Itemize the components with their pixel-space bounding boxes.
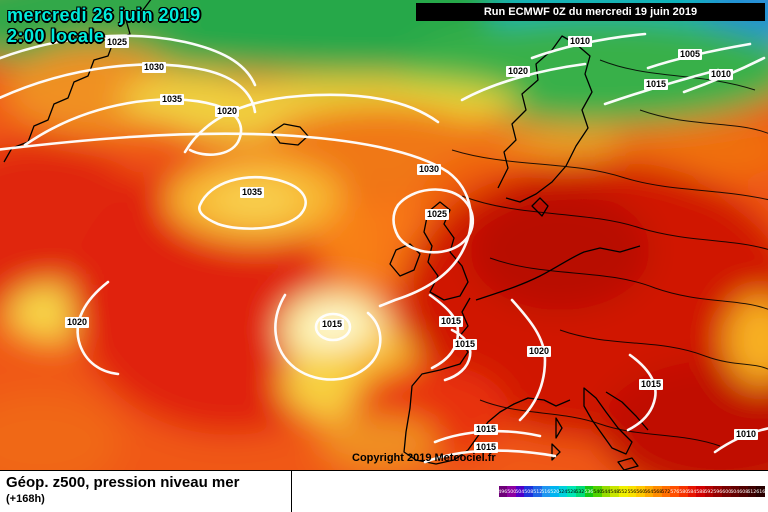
map-date: mercredi 26 juin 2019 [7,5,201,25]
contour-label: 1015 [639,379,664,390]
forecast-hour: (+168h) [6,493,45,505]
bottom-bar: Géop. z500, pression niveau mer (+168h) … [0,470,768,512]
copyright-text: Copyright 2019 Meteociel.fr [352,452,496,464]
contour-label: 1005 [678,49,703,60]
legend-cell: 544 [601,486,611,497]
map-time: 2:00 locale [7,25,105,46]
contour-label: 1015 [439,316,464,327]
contour-label: 1010 [709,69,734,80]
legend-cell: 500 [507,486,516,497]
contour-label: 1025 [425,209,450,220]
contour-label: 1030 [417,164,442,175]
run-info: Run ECMWF 0Z du mercredi 19 juin 2019 [416,3,765,21]
contour-label: 1025 [105,37,130,48]
legend-cell: 504 [515,486,525,497]
contour-label: 1020 [506,66,531,77]
contour-label: 1015 [644,79,669,90]
legend-cell: 572 [661,486,671,497]
legend-cell: 540 [593,486,602,497]
legend-cell: 528 [567,486,576,497]
legend-cell: 592 [704,486,714,497]
legend-cell: 600 [722,486,731,497]
legend-cell: 576 [670,486,680,497]
legend-cell: 568 [653,486,662,497]
legend-cell: 616 [756,486,765,497]
legend-cell: 604 [730,486,740,497]
date-block: mercredi 26 juin 2019 2:00 locale [7,5,201,46]
contour-label: 1015 [320,319,345,330]
legend-cell: 580 [679,486,688,497]
contour-label: 1020 [65,317,90,328]
contour-label: 1015 [474,424,499,435]
contour-label: 1035 [160,94,185,105]
legend-cell: 532 [575,486,585,497]
contour-label: 1015 [453,339,478,350]
parameter-box: Géop. z500, pression niveau mer (+168h) [0,471,292,512]
map-area: 1025 1030 1035 1020 1020 1010 1005 1015 1010 1035… [0,0,768,470]
legend-cell: 564 [644,486,654,497]
contour-label: 1020 [527,346,552,357]
contour-label: 1030 [142,62,167,73]
legend-cell: 588 [696,486,705,497]
legend-cell: 520 [550,486,559,497]
legend-cell: 556 [627,486,637,497]
legend-cell: 552 [618,486,628,497]
contour-label: 1020 [215,106,240,117]
legend-cell: 584 [687,486,697,497]
map-canvas [0,0,768,470]
legend-cell: 508 [524,486,533,497]
legend-cell: 496 [498,486,508,497]
legend-cell: 612 [747,486,757,497]
legend-cell: 512 [532,486,542,497]
legend-cell: 524 [558,486,568,497]
contour-label: 1035 [240,187,265,198]
contour-label: 1015 [474,442,499,453]
contour-label: 1010 [568,36,593,47]
parameter-title: Géop. z500, pression niveau mer [6,474,240,491]
legend-cell: 548 [610,486,619,497]
legend-cell: 516 [541,486,551,497]
legend-scale: 496 500 504 508 512 516 520 524 528 532 536 540 544 5… [498,486,765,497]
contour-label: 1010 [734,429,759,440]
legend-cell: 596 [713,486,723,497]
legend-cell: 608 [739,486,748,497]
legend-cell: 536 [584,486,594,497]
legend-cell: 560 [636,486,645,497]
